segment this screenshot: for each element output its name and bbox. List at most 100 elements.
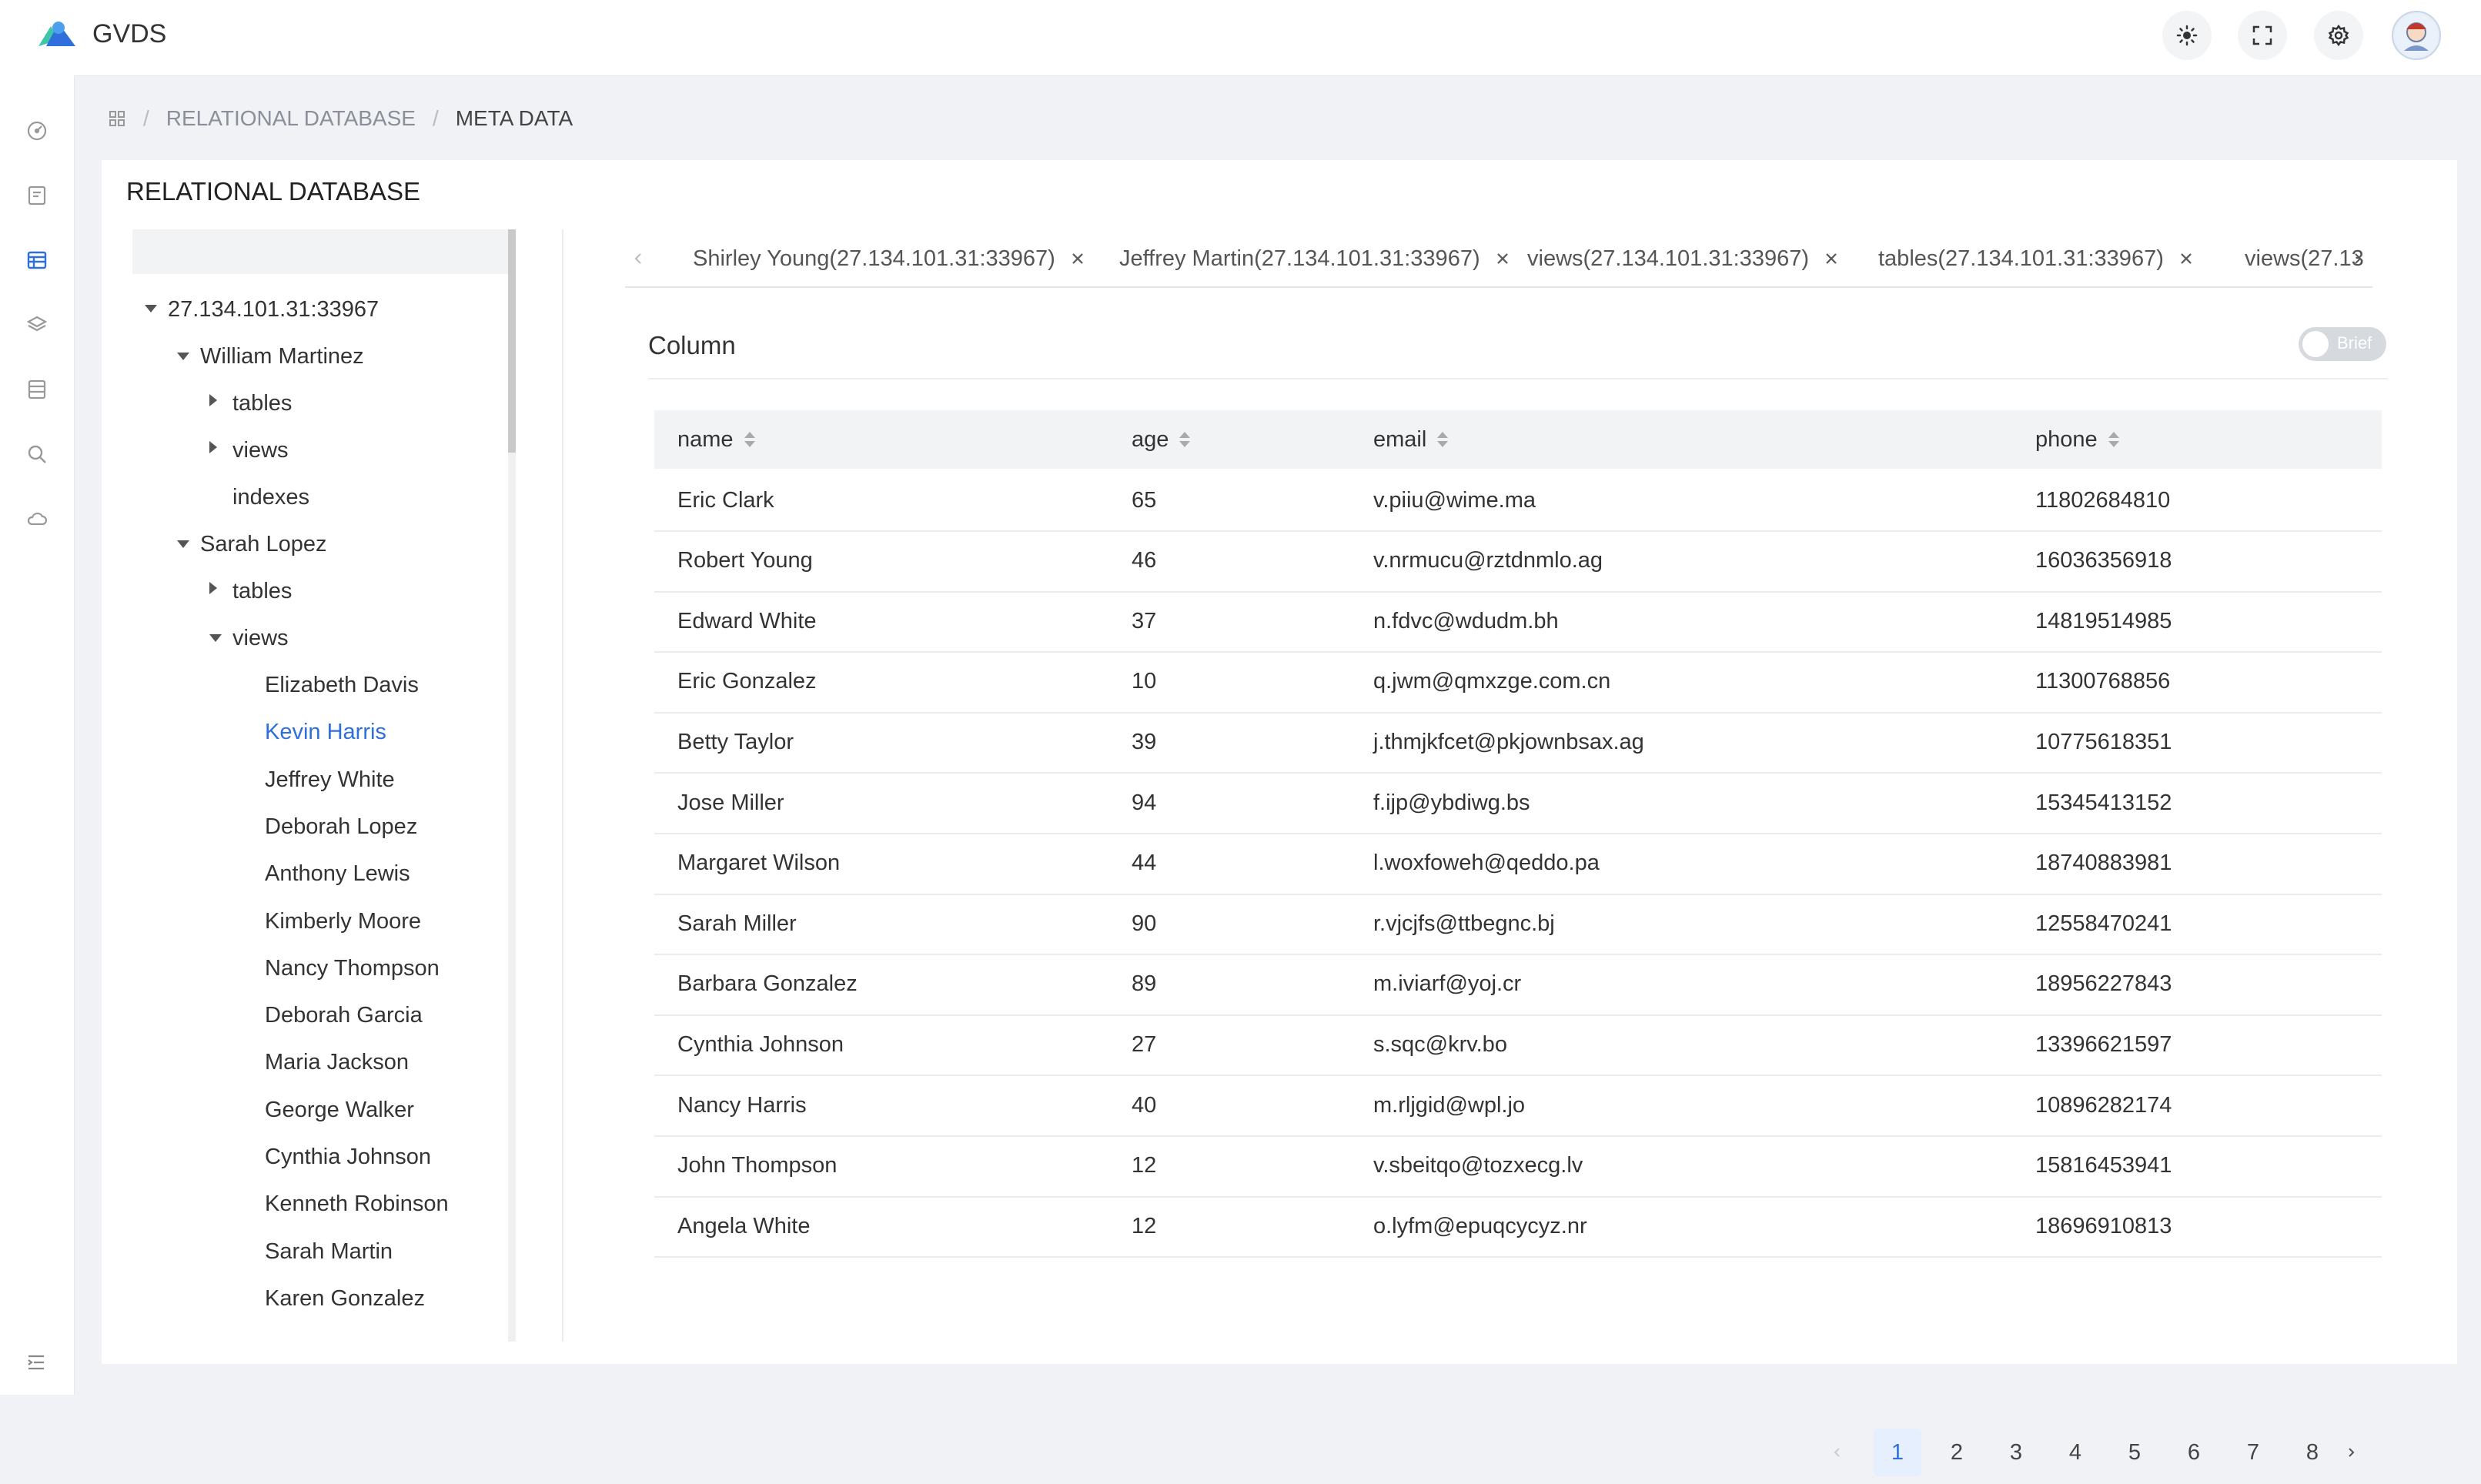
fullscreen-button[interactable] <box>2238 11 2287 60</box>
tree-leaf-view[interactable]: Kenneth Robinson <box>265 1192 449 1217</box>
breadcrumb-separator: / <box>143 106 149 130</box>
search-icon[interactable] <box>23 440 51 468</box>
expand-caret-icon[interactable] <box>177 540 189 548</box>
cloud-icon[interactable] <box>23 505 51 533</box>
list-icon[interactable] <box>23 376 51 403</box>
tree-leaf-view[interactable]: Karen Gonzalez <box>265 1285 425 1311</box>
table-row[interactable]: Sarah Miller 90 r.vjcjfs@ttbegnc.bj 1255847… <box>654 894 2382 956</box>
collapse-menu-icon[interactable] <box>25 1351 49 1375</box>
tab-scroll-left-icon[interactable] <box>625 245 653 272</box>
user-avatar[interactable] <box>2392 11 2441 60</box>
database-table-icon[interactable] <box>23 246 51 274</box>
close-tab-icon[interactable] <box>2178 250 2195 267</box>
tree-leaf-view[interactable]: Maria Jackson <box>265 1050 409 1075</box>
tree-leaf-view[interactable]: Anthony Lewis <box>265 861 410 887</box>
column-header-email[interactable]: email <box>1373 410 1449 469</box>
tree-node-server[interactable]: 27.134.101.31:33967 <box>168 297 380 322</box>
page-button[interactable]: 2 <box>1950 1439 1964 1465</box>
cell-age: 89 <box>1132 971 1157 997</box>
close-tab-icon[interactable] <box>1069 250 1086 267</box>
page-button[interactable]: 5 <box>2128 1439 2142 1465</box>
table-row[interactable]: Jose Miller 94 f.ijp@ybdiwg.bs 15345413152 <box>654 773 2382 834</box>
column-header-phone[interactable]: phone <box>2035 410 2119 469</box>
tab-item[interactable]: tables(27.134.101.31:33967) <box>1878 242 2195 276</box>
apps-icon[interactable] <box>108 109 126 128</box>
tree-leaf-view[interactable]: George Walker <box>265 1097 414 1122</box>
tree-leaf-view[interactable]: Kevin Harris <box>265 720 386 745</box>
cell-email: j.thmjkfcet@pkjownbsax.ag <box>1373 729 1644 754</box>
tree-leaf-view[interactable]: Elizabeth Davis <box>265 673 419 697</box>
table-row[interactable]: John Thompson 12 v.sbeitqo@tozxecg.lv 15816… <box>654 1136 2382 1198</box>
theme-toggle-button[interactable] <box>2162 11 2212 60</box>
tree-node-database[interactable]: Sarah Lopez <box>200 532 327 556</box>
tree-node-tables[interactable]: tables <box>232 391 293 416</box>
layers-icon[interactable] <box>23 311 51 339</box>
dashboard-icon[interactable] <box>23 117 51 145</box>
tab-item[interactable]: views(27.134.101.31:33967) <box>1527 242 1840 276</box>
table-row[interactable]: Robert Young 46 v.nrmucu@rztdnmlo.ag 160363… <box>654 531 2382 593</box>
next-page-icon[interactable] <box>2327 1429 2375 1476</box>
page-button[interactable]: 1 <box>1874 1429 1921 1476</box>
page-button[interactable]: 4 <box>2068 1439 2082 1465</box>
sort-icon[interactable] <box>1437 432 1449 447</box>
table-row[interactable]: Nancy Harris 40 m.rljgid@wpl.jo 10896282174 <box>654 1075 2382 1137</box>
column-header-name[interactable]: name <box>677 410 755 469</box>
tree-node-views[interactable]: views <box>232 438 289 463</box>
close-tab-icon[interactable] <box>1823 250 1840 267</box>
table-row[interactable]: Cynthia Johnson 27 s.sqc@krv.bo 13396621597 <box>654 1014 2382 1077</box>
tree-leaf-view[interactable]: Jeffrey White <box>265 767 395 792</box>
expand-caret-icon[interactable] <box>177 353 189 360</box>
tab-item[interactable]: Jeffrey Martin(27.134.101.31:33967) <box>1119 242 1511 276</box>
tab-item[interactable]: views(27.13 <box>2245 242 2364 276</box>
table-row[interactable]: Margaret Wilson 44 l.woxfoweh@qeddo.pa 1874… <box>654 834 2382 895</box>
tree-leaf-view[interactable]: Sarah Martin <box>265 1238 393 1264</box>
sort-icon[interactable] <box>2108 432 2119 447</box>
tree-node-indexes[interactable]: indexes <box>232 485 309 510</box>
report-icon[interactable] <box>23 182 51 209</box>
cell-email: l.woxfoweh@qeddo.pa <box>1373 851 1600 876</box>
prev-page-icon[interactable] <box>1814 1429 1861 1476</box>
breadcrumb-separator: / <box>432 106 439 130</box>
breadcrumb-item-meta-data: META DATA <box>455 106 573 130</box>
tree-node-views[interactable]: views <box>232 626 289 650</box>
tree-scrollbar[interactable] <box>508 229 516 1342</box>
table-row[interactable]: Angela White 12 o.lyfm@epuqcycyz.nr 1869691… <box>654 1196 2382 1258</box>
app-logo-icon[interactable] <box>35 17 79 49</box>
cell-email: v.nrmucu@rztdnmlo.ag <box>1373 548 1603 573</box>
page-button[interactable]: 7 <box>2246 1439 2260 1465</box>
tree-leaf-view[interactable]: Deborah Garcia <box>265 1003 423 1028</box>
tab-scroll-right-icon[interactable] <box>2343 245 2371 272</box>
tree-search-input[interactable] <box>132 229 510 274</box>
column-header-age[interactable]: age <box>1132 410 1191 469</box>
cell-phone: 18956227843 <box>2035 971 2172 997</box>
collapse-caret-icon[interactable] <box>209 441 217 453</box>
cell-phone: 11802684810 <box>2035 487 2171 513</box>
fullscreen-icon <box>2252 25 2273 46</box>
tree-leaf-view[interactable]: Nancy Thompson <box>265 955 440 981</box>
tree-node-database[interactable]: William Martinez <box>200 344 364 369</box>
tab-item[interactable]: Shirley Young(27.134.101.31:33967) <box>693 242 1086 276</box>
table-row[interactable]: Edward White 37 n.fdvc@wdudm.bh 14819514985 <box>654 591 2382 653</box>
tree-leaf-view[interactable]: Cynthia Johnson <box>265 1145 432 1169</box>
tree-leaf-view[interactable]: Deborah Lopez <box>265 814 418 839</box>
table-row[interactable]: Eric Gonzalez 10 q.jwm@qmxzge.com.cn 113007… <box>654 652 2382 714</box>
collapse-caret-icon[interactable] <box>209 582 217 594</box>
tree-leaf-view[interactable]: Kimberly Moore <box>265 908 422 934</box>
table-row[interactable]: Barbara Gonzalez 89 m.iviarf@yoj.cr 1895622… <box>654 954 2382 1016</box>
panel-divider[interactable] <box>562 229 563 1342</box>
sort-icon[interactable] <box>744 432 755 447</box>
tree-node-tables[interactable]: tables <box>232 579 293 603</box>
cell-name: Angela White <box>677 1213 811 1238</box>
table-row[interactable]: Eric Clark 65 v.piiu@wime.ma 11802684810 <box>654 470 2382 532</box>
page-button[interactable]: 3 <box>2009 1439 2023 1465</box>
expand-caret-icon[interactable] <box>209 634 222 642</box>
breadcrumb-item-relational-database[interactable]: RELATIONAL DATABASE <box>166 106 416 130</box>
page-button[interactable]: 6 <box>2187 1439 2201 1465</box>
expand-caret-icon[interactable] <box>145 305 157 313</box>
collapse-caret-icon[interactable] <box>209 394 217 406</box>
close-tab-icon[interactable] <box>1494 250 1511 267</box>
settings-button[interactable] <box>2314 11 2363 60</box>
table-row[interactable]: Betty Taylor 39 j.thmjkfcet@pkjownbsax.ag 1… <box>654 712 2382 774</box>
brief-toggle[interactable]: Brief <box>2299 327 2386 361</box>
sort-icon[interactable] <box>1179 432 1191 447</box>
